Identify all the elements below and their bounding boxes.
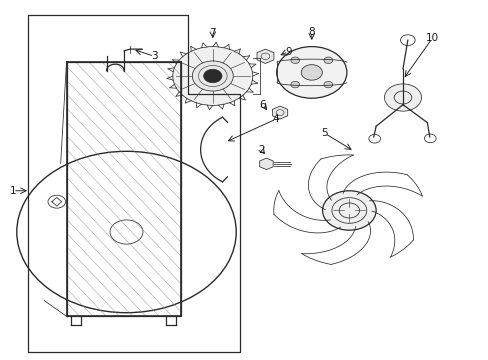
Circle shape — [323, 57, 332, 63]
Circle shape — [192, 61, 233, 91]
Text: 5: 5 — [321, 129, 327, 138]
Text: 3: 3 — [151, 51, 157, 61]
Polygon shape — [272, 106, 287, 119]
Polygon shape — [259, 158, 273, 170]
Circle shape — [323, 81, 332, 88]
Circle shape — [301, 65, 322, 80]
Circle shape — [322, 191, 375, 230]
Circle shape — [276, 46, 346, 98]
Polygon shape — [257, 49, 273, 63]
Circle shape — [290, 57, 299, 63]
Circle shape — [384, 84, 421, 111]
Text: 10: 10 — [425, 33, 438, 43]
Text: 8: 8 — [308, 27, 314, 36]
Text: 1: 1 — [10, 186, 16, 196]
Text: 4: 4 — [272, 114, 279, 124]
Circle shape — [290, 81, 299, 88]
Text: 9: 9 — [285, 46, 291, 57]
Circle shape — [203, 69, 222, 83]
Text: 7: 7 — [209, 28, 216, 38]
Text: 6: 6 — [259, 100, 266, 110]
Circle shape — [172, 46, 252, 105]
Text: 2: 2 — [258, 144, 264, 154]
